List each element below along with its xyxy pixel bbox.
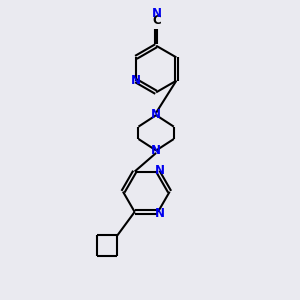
Text: N: N [152,8,162,20]
Text: N: N [130,74,140,87]
Text: C: C [152,14,161,27]
Text: N: N [151,108,161,121]
Text: N: N [155,164,165,177]
Text: N: N [151,145,161,158]
Text: N: N [155,207,165,220]
